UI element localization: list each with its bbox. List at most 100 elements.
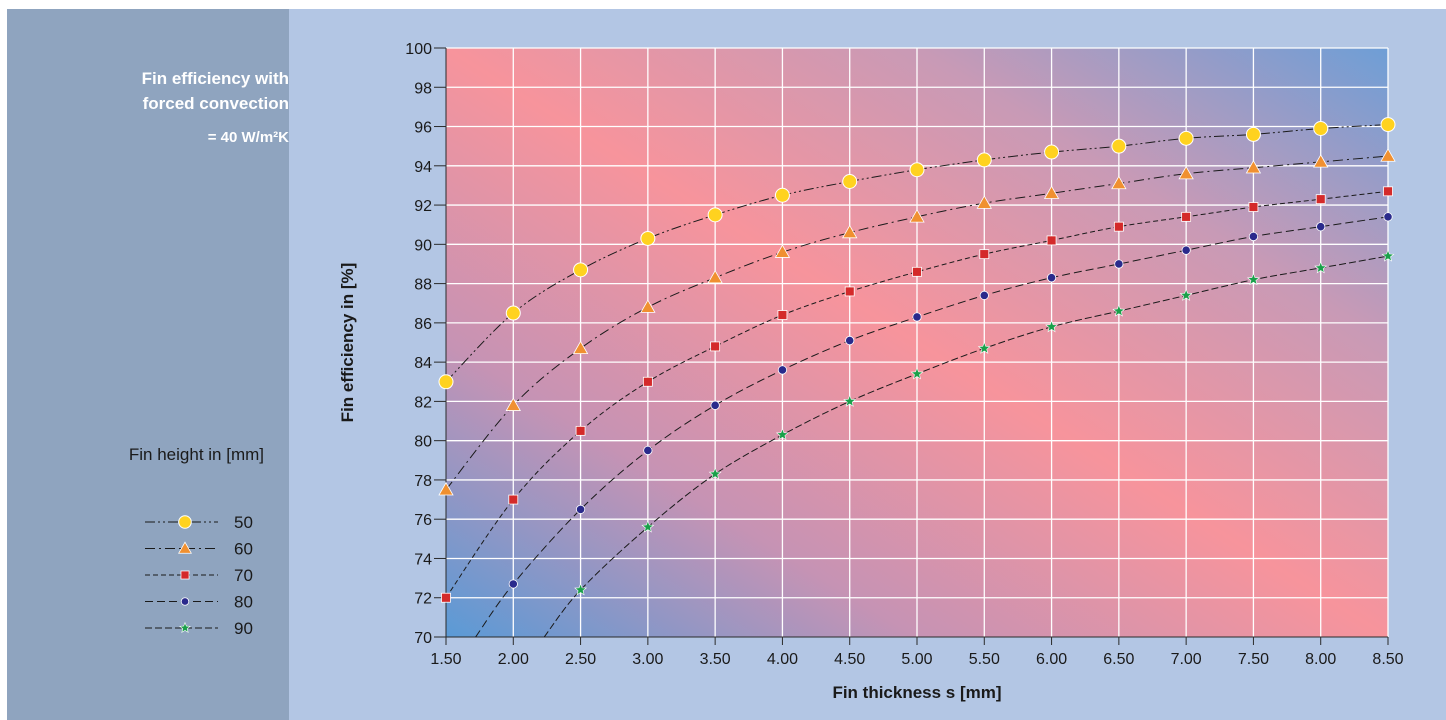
- title-line-1: Fin efficiency with: [141, 69, 289, 88]
- x-tick-label: 2.50: [565, 651, 596, 668]
- point-60-8.5: [1380, 148, 1396, 162]
- point-70-8: [1315, 194, 1326, 205]
- point-80-5: [912, 312, 922, 322]
- y-tick-label: 88: [414, 277, 432, 294]
- point-90-7: [1179, 288, 1193, 301]
- point-80-2.5: [575, 504, 586, 514]
- legend-entry-60: 60: [145, 540, 253, 559]
- point-70-6.5: [1113, 221, 1124, 232]
- point-90-6: [1045, 319, 1059, 333]
- heat-transfer-coefficient: = 40 W/m²K: [207, 129, 289, 146]
- x-tick-label: 6.00: [1036, 651, 1067, 668]
- y-tick-label: 74: [414, 551, 432, 568]
- point-50-3.5: [707, 207, 723, 223]
- y-tick-label: 82: [414, 394, 432, 411]
- legend-label: 80: [234, 593, 253, 612]
- point-80-2: [508, 579, 518, 589]
- grid-lines: [446, 47, 1389, 637]
- legend-title: Fin height in [mm]: [128, 445, 264, 464]
- point-50-8: [1313, 120, 1329, 136]
- point-60-3: [640, 299, 656, 313]
- point-60-8: [1313, 154, 1329, 168]
- series-markers: [438, 117, 1396, 603]
- point-50-6: [1044, 144, 1060, 160]
- series-line-90: [543, 255, 1389, 638]
- point-60-2.5: [572, 340, 589, 355]
- point-80-8: [1316, 222, 1326, 232]
- series-line-80: [475, 216, 1389, 638]
- point-50-1.5: [438, 374, 454, 390]
- x-tick-label: 5.50: [969, 651, 1000, 668]
- point-80-6.5: [1114, 259, 1124, 269]
- point-80-4.5: [845, 335, 855, 346]
- axes: [434, 47, 1389, 645]
- title-line-2: forced convection: [142, 94, 289, 113]
- chart-title: Fin efficiency with forced convection: [29, 66, 289, 116]
- point-50-7.5: [1245, 126, 1261, 142]
- y-tick-label: 76: [414, 512, 432, 529]
- x-tick-label: 7.00: [1171, 651, 1202, 668]
- y-tick-label: 70: [414, 630, 432, 647]
- point-80-8.5: [1383, 212, 1393, 222]
- point-50-4: [774, 187, 790, 203]
- point-50-2: [505, 305, 521, 321]
- point-90-4: [775, 427, 789, 441]
- point-60-6.5: [1111, 175, 1127, 190]
- point-60-4: [774, 244, 791, 258]
- x-axis-label: Fin thickness s [mm]: [832, 683, 1001, 702]
- point-90-5: [910, 367, 924, 380]
- legend-marker-70: [180, 570, 190, 580]
- point-70-5: [912, 266, 922, 277]
- point-80-7.5: [1248, 231, 1259, 242]
- point-80-3: [643, 445, 653, 456]
- point-60-1.5: [438, 481, 454, 496]
- legend: 50 60 70 80 90: [145, 513, 253, 638]
- point-70-6: [1046, 235, 1057, 246]
- legend-marker-90: [179, 621, 191, 634]
- point-50-8.5: [1380, 117, 1396, 133]
- point-70-2.5: [575, 425, 586, 436]
- point-50-2.5: [573, 262, 589, 278]
- x-tick-label: 8.00: [1305, 651, 1336, 668]
- y-tick-label: 80: [414, 434, 432, 451]
- point-90-4.5: [843, 394, 857, 407]
- point-90-3.5: [708, 467, 722, 480]
- point-80-6: [1046, 273, 1057, 283]
- legend-label: 60: [234, 540, 253, 559]
- point-70-7: [1181, 211, 1192, 222]
- point-70-4.5: [844, 286, 855, 297]
- x-tick-label: 1.50: [430, 651, 461, 668]
- point-70-3.5: [710, 341, 721, 352]
- legend-entry-80: 80: [145, 593, 253, 612]
- point-60-5.5: [976, 195, 992, 209]
- point-50-3: [640, 230, 656, 246]
- legend-label: 70: [234, 566, 253, 585]
- point-70-7.5: [1248, 202, 1259, 212]
- point-80-3.5: [710, 400, 720, 410]
- point-80-4: [777, 365, 788, 375]
- legend-label: 50: [234, 513, 253, 532]
- y-tick-label: 78: [414, 473, 432, 490]
- point-50-5: [909, 162, 925, 178]
- y-tick-label: 98: [414, 80, 432, 97]
- point-90-2.5: [574, 583, 588, 596]
- point-60-4.5: [842, 224, 858, 239]
- x-tick-label: 4.50: [834, 651, 865, 668]
- point-70-2: [508, 494, 519, 505]
- y-axis-label: Fin efficiency in [%]: [338, 263, 357, 423]
- x-tick-label: 2.00: [498, 651, 529, 668]
- x-tick-label: 6.50: [1103, 651, 1134, 668]
- x-tick-label: 7.50: [1238, 651, 1269, 668]
- point-60-7.5: [1245, 159, 1262, 174]
- legend-entry-90: 90: [145, 619, 253, 638]
- point-60-7: [1178, 165, 1194, 180]
- point-50-6.5: [1111, 138, 1127, 154]
- x-tick-label: 3.50: [700, 651, 731, 668]
- legend-marker-60: [178, 541, 192, 554]
- point-60-5: [909, 209, 925, 223]
- point-50-4.5: [842, 174, 858, 190]
- legend-marker-50: [178, 515, 192, 529]
- series-line-50: [445, 124, 1389, 383]
- point-90-7.5: [1246, 272, 1260, 286]
